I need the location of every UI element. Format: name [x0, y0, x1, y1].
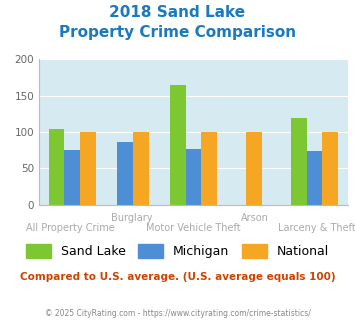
Text: All Property Crime: All Property Crime [26, 223, 114, 233]
Bar [65, 150, 80, 205]
Text: 2018 Sand Lake: 2018 Sand Lake [109, 5, 246, 20]
Text: Property Crime Comparison: Property Crime Comparison [59, 25, 296, 40]
Text: © 2025 CityRating.com - https://www.cityrating.com/crime-statistics/: © 2025 CityRating.com - https://www.city… [45, 309, 310, 317]
Bar [246, 132, 262, 205]
Bar [80, 132, 96, 205]
Text: Motor Vehicle Theft: Motor Vehicle Theft [146, 223, 241, 233]
Legend: Sand Lake, Michigan, National: Sand Lake, Michigan, National [21, 239, 334, 263]
Bar [170, 85, 186, 205]
Text: Larceny & Theft: Larceny & Theft [278, 223, 355, 233]
Bar [322, 132, 338, 205]
Bar [186, 149, 201, 205]
Text: Compared to U.S. average. (U.S. average equals 100): Compared to U.S. average. (U.S. average … [20, 272, 335, 282]
Text: Burglary: Burglary [111, 213, 152, 223]
Bar [49, 129, 65, 205]
Bar [117, 142, 133, 205]
Bar [291, 118, 307, 205]
Text: Arson: Arson [241, 213, 269, 223]
Bar [201, 132, 217, 205]
Bar [307, 151, 322, 205]
Bar [133, 132, 149, 205]
